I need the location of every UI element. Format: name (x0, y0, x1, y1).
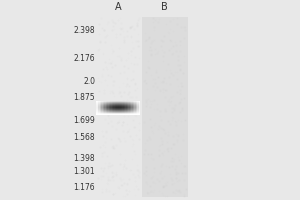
Text: 1.398: 1.398 (74, 154, 95, 163)
FancyBboxPatch shape (142, 17, 188, 197)
Text: 1.568: 1.568 (74, 133, 95, 142)
Text: 2.398: 2.398 (74, 26, 95, 35)
Text: B: B (161, 2, 168, 12)
Text: 2.176: 2.176 (74, 54, 95, 63)
Text: 1.301: 1.301 (74, 167, 95, 176)
Text: A: A (115, 2, 122, 12)
Text: 1.875: 1.875 (74, 93, 95, 102)
Text: 1.176: 1.176 (74, 183, 95, 192)
Text: 2.0: 2.0 (83, 77, 95, 86)
Text: 1.699: 1.699 (74, 116, 95, 125)
FancyBboxPatch shape (95, 17, 142, 197)
